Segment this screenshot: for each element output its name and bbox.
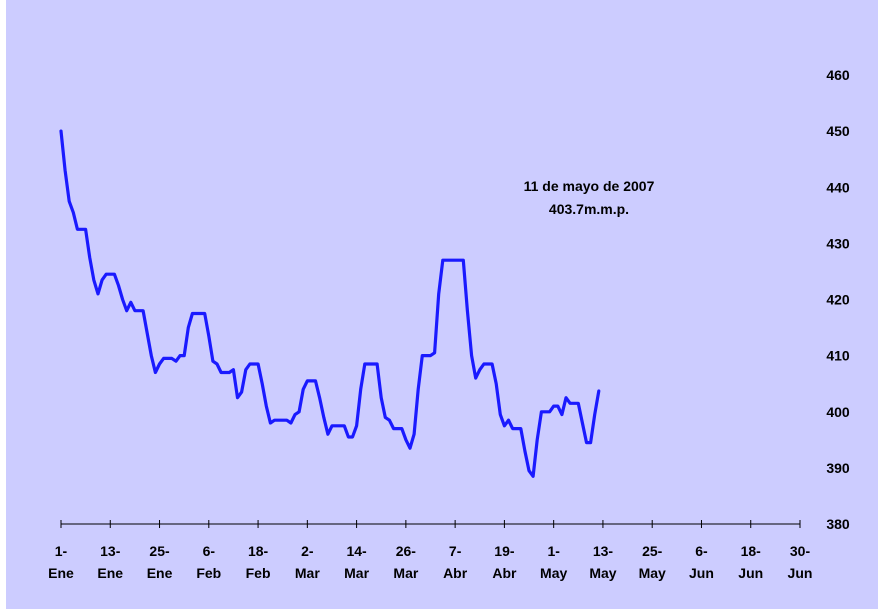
x-tick-label: 18-Feb [246, 543, 271, 581]
x-tick-label: 6-Jun [689, 543, 714, 581]
annotation-level: 403.7m.m.p. [549, 201, 629, 217]
x-tick-label: 25-Ene [147, 543, 173, 581]
x-tick-label: 30-Jun [788, 543, 813, 581]
line-chart: 380 390 400 410 420 430 440 450 460 1-Ene 13-Ene 2… [48, 67, 850, 581]
series-line [59, 129, 601, 478]
x-tick-label: 25-May [639, 543, 666, 581]
x-tick-label: 1-May [540, 543, 567, 581]
x-tick-label: 13-May [589, 543, 616, 581]
y-tick-label: 380 [826, 516, 850, 532]
chart-frame: 380 390 400 410 420 430 440 450 460 1-Ene 13-Ene 2… [6, 0, 878, 609]
x-tick-label: 19-Abr [492, 543, 517, 581]
y-tick-label: 450 [826, 123, 850, 139]
x-tick-label: 6-Feb [196, 543, 221, 581]
x-tick-label: 1-Ene [48, 543, 74, 581]
y-tick-label: 410 [826, 348, 850, 364]
y-tick-label: 390 [826, 460, 850, 476]
y-tick-label: 420 [826, 292, 850, 308]
x-axis-ticks: 1-Ene 13-Ene 25-Ene 6-Feb 18-Feb 2-Mar 14-Mar 2… [48, 520, 812, 581]
annotation-date: 11 de mayo de 2007 [524, 178, 655, 194]
x-tick-label: 26-Mar [393, 543, 418, 581]
x-tick-label: 2-Mar [295, 543, 320, 581]
chart-annotation: 11 de mayo de 2007 403.7m.m.p. [524, 178, 655, 217]
y-tick-label: 400 [826, 404, 850, 420]
y-tick-label: 440 [826, 179, 850, 195]
x-tick-label: 18-Jun [738, 543, 763, 581]
x-tick-label: 14-Mar [344, 543, 369, 581]
y-tick-label: 430 [826, 235, 850, 251]
y-tick-label: 460 [826, 67, 850, 83]
x-tick-label: 13-Ene [97, 543, 123, 581]
x-tick-label: 7-Abr [443, 543, 468, 581]
y-axis-tick-labels: 380 390 400 410 420 430 440 450 460 [826, 67, 850, 532]
series-group [59, 129, 601, 478]
